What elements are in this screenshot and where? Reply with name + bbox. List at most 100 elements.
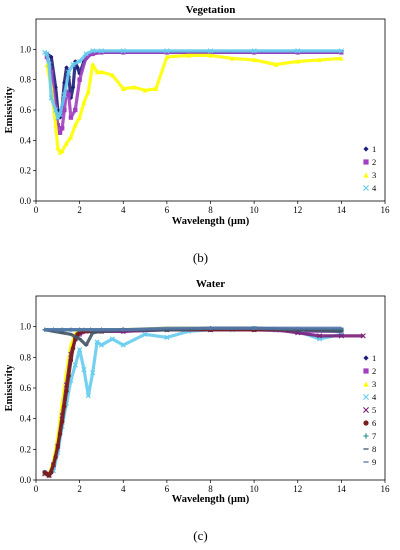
data-point <box>77 115 82 120</box>
data-point <box>83 54 89 60</box>
series-1 <box>42 326 344 477</box>
data-point <box>62 80 67 85</box>
legend-marker <box>363 368 369 374</box>
data-point <box>68 358 74 363</box>
x-tick-label: 14 <box>337 484 347 494</box>
series-line <box>44 328 342 477</box>
series-3 <box>42 326 344 477</box>
series-5 <box>42 327 366 478</box>
data-point <box>70 85 76 90</box>
data-point <box>317 57 322 63</box>
legend-marker <box>363 381 369 387</box>
data-point <box>77 347 83 353</box>
data-point <box>64 388 69 394</box>
legend-marker <box>363 394 369 400</box>
x-axis-label: Wavelength (μm) <box>172 494 250 505</box>
series-line <box>45 53 342 155</box>
data-point <box>186 53 191 58</box>
series-2 <box>42 327 344 478</box>
y-axis-label: Emissivity <box>4 364 15 411</box>
x-tick-label: 6 <box>165 484 170 494</box>
data-point <box>120 48 126 54</box>
data-point <box>90 62 95 67</box>
x-tick-label: 16 <box>381 484 391 494</box>
data-point <box>164 334 170 340</box>
data-point <box>121 86 126 91</box>
series-4 <box>42 325 344 478</box>
legend-label: 7 <box>372 431 376 441</box>
data-point <box>75 65 80 70</box>
x-tick-label: 4 <box>121 484 126 494</box>
data-point <box>77 330 82 335</box>
legend-label: 5 <box>372 405 376 415</box>
legend-marker <box>363 433 369 439</box>
data-point <box>55 145 61 151</box>
x-tick-label: 10 <box>250 484 260 494</box>
x-tick-label: 8 <box>208 205 213 215</box>
y-tick-label: 0.0 <box>20 475 32 485</box>
data-point <box>57 431 63 437</box>
data-point <box>64 65 69 70</box>
data-point <box>208 53 213 58</box>
data-point <box>251 57 257 63</box>
chart-title: Water <box>196 278 225 290</box>
x-tick-label: 10 <box>250 205 260 215</box>
data-point <box>94 69 100 75</box>
data-point <box>68 115 74 120</box>
data-point <box>53 454 58 460</box>
data-point <box>98 342 105 348</box>
data-point <box>251 48 257 54</box>
series-line <box>43 49 342 120</box>
y-tick-label: 0.2 <box>20 166 31 176</box>
legend-label: 8 <box>372 444 376 454</box>
data-point <box>77 58 83 65</box>
data-point <box>99 69 104 75</box>
x-tick-label: 16 <box>381 205 391 215</box>
x-tick-label: 14 <box>337 205 347 215</box>
series-line <box>44 328 364 477</box>
x-tick-label: 0 <box>34 484 39 494</box>
data-point <box>66 69 72 75</box>
data-point <box>73 122 78 128</box>
data-point <box>207 48 214 54</box>
y-tick-label: 0.8 <box>20 352 32 362</box>
data-point <box>338 333 344 339</box>
x-tick-label: 8 <box>208 484 213 494</box>
legend-label: 1 <box>372 353 376 363</box>
data-point <box>53 107 59 113</box>
legend-label: 3 <box>372 379 376 389</box>
data-point <box>55 444 61 449</box>
data-point <box>164 54 170 60</box>
x-tick-label: 2 <box>77 484 82 494</box>
x-tick-label: 12 <box>293 484 302 494</box>
legend-marker <box>363 420 369 426</box>
legend-label: 1 <box>372 144 376 154</box>
legend-label: 4 <box>372 392 377 402</box>
legend-marker <box>363 172 369 178</box>
series-line <box>43 326 342 477</box>
data-point <box>57 115 63 120</box>
y-tick-label: 0.8 <box>20 75 32 85</box>
data-point <box>142 88 148 93</box>
data-point <box>55 122 61 128</box>
y-tick-label: 0.2 <box>20 444 31 454</box>
x-axis-label: Wavelength (μm) <box>172 216 250 227</box>
legend-label: 2 <box>372 157 376 167</box>
data-point <box>230 56 235 61</box>
data-point <box>81 367 87 373</box>
data-point <box>73 107 78 113</box>
data-point <box>59 148 65 154</box>
x-tick-label: 4 <box>121 205 126 215</box>
legend-label: 4 <box>372 183 377 193</box>
x-tick-label: 2 <box>77 205 82 215</box>
data-point <box>83 51 89 57</box>
legend-label: 6 <box>372 418 376 428</box>
data-point <box>62 404 67 409</box>
x-tick-label: 12 <box>293 205 302 215</box>
series-line <box>44 326 342 476</box>
data-point <box>131 85 137 90</box>
figure-caption: (b) <box>193 250 208 265</box>
series-4 <box>42 48 344 121</box>
data-point <box>62 107 67 113</box>
